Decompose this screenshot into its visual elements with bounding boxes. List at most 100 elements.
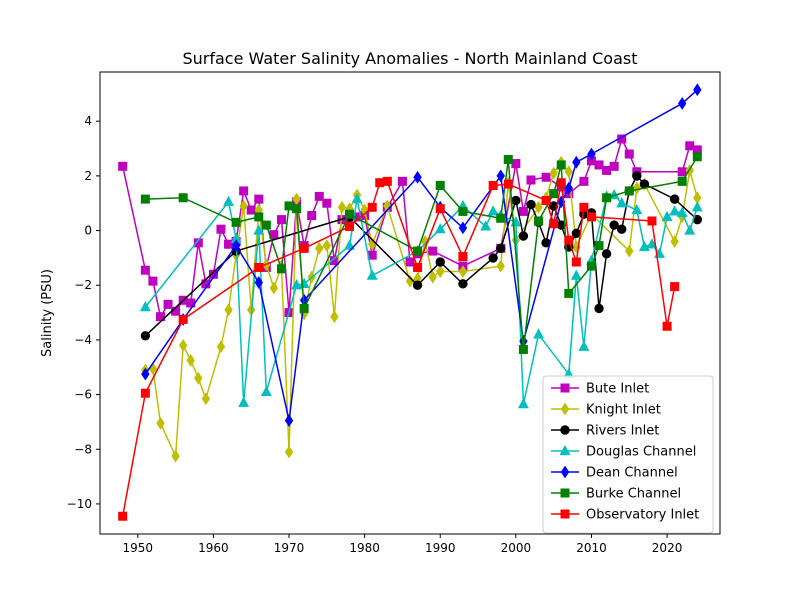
series-observatory-inlet	[118, 176, 680, 521]
data-point	[246, 205, 256, 215]
x-tick-label: 2020	[652, 541, 683, 555]
legend-entry-dean-channel: Dean Channel	[551, 466, 678, 481]
x-tick-label: 1960	[198, 541, 229, 555]
data-point	[139, 301, 151, 312]
chart-title: Surface Water Salinity Anomalies - North…	[182, 49, 637, 68]
data-point	[458, 252, 468, 262]
data-point	[435, 257, 445, 267]
data-point	[556, 178, 566, 188]
data-point	[366, 269, 378, 280]
data-point	[549, 166, 558, 180]
data-point	[330, 310, 339, 324]
data-point	[617, 224, 627, 234]
legend-label: Knight Inlet	[586, 403, 661, 418]
y-tick-label: −8	[74, 442, 92, 456]
data-point	[299, 303, 309, 313]
y-tick-label: 2	[84, 169, 92, 183]
data-point	[238, 396, 250, 407]
legend-label: Observatory Inlet	[586, 508, 699, 523]
x-tick-label: 1980	[349, 541, 380, 555]
data-point	[201, 392, 211, 406]
legend-swatch-marker	[560, 465, 570, 479]
data-point	[239, 199, 248, 213]
data-point	[631, 203, 643, 215]
data-point	[677, 167, 687, 177]
y-tick-label: 0	[84, 224, 92, 238]
data-point	[224, 303, 233, 317]
data-point	[178, 338, 188, 352]
data-point	[186, 353, 195, 367]
data-point	[141, 367, 150, 381]
data-point	[556, 160, 566, 170]
data-point	[269, 281, 279, 295]
data-point	[541, 195, 551, 205]
data-point	[624, 186, 634, 196]
data-point	[337, 200, 347, 214]
data-point	[413, 170, 422, 184]
data-point	[693, 83, 702, 97]
data-point	[518, 344, 528, 354]
data-point	[496, 243, 506, 254]
data-point	[260, 385, 272, 396]
data-point	[549, 219, 559, 229]
data-point	[488, 253, 498, 263]
legend-label: Burke Channel	[586, 487, 681, 502]
data-point	[586, 261, 596, 271]
data-point	[586, 212, 596, 222]
data-point	[571, 257, 581, 267]
data-point	[594, 241, 604, 251]
data-point	[284, 445, 294, 459]
data-point	[140, 331, 151, 341]
axes-frame	[99, 71, 721, 535]
data-point	[458, 221, 468, 235]
data-point	[670, 235, 679, 248]
data-point	[601, 249, 612, 259]
data-point	[284, 414, 294, 427]
data-point	[261, 220, 271, 230]
data-point	[572, 155, 581, 169]
y-tick-label: −6	[74, 388, 92, 402]
y-tick-label: −4	[74, 333, 92, 347]
legend-entry-observatory-inlet: Observatory Inlet	[551, 508, 699, 523]
data-point	[602, 193, 612, 203]
data-point	[496, 213, 506, 223]
data-point	[148, 276, 158, 286]
data-point	[632, 181, 642, 195]
data-point	[224, 239, 234, 249]
data-point	[511, 195, 521, 206]
data-point	[435, 204, 445, 214]
legend-entry-knight-inlet: Knight Inlet	[551, 403, 661, 418]
data-point	[662, 321, 672, 331]
data-point	[616, 197, 628, 208]
data-point	[609, 161, 619, 171]
x-tick-label: 2010	[576, 541, 607, 555]
data-point	[646, 238, 658, 249]
data-point	[375, 178, 385, 188]
data-point	[163, 299, 173, 309]
data-point	[526, 199, 536, 210]
data-point	[382, 176, 392, 186]
data-point	[314, 191, 324, 201]
data-point	[253, 224, 265, 235]
data-point	[223, 195, 234, 206]
data-point	[638, 240, 650, 252]
data-point	[397, 176, 407, 186]
data-point	[534, 216, 544, 226]
data-point	[579, 202, 589, 212]
legend-frame	[542, 375, 714, 534]
data-point	[517, 398, 529, 409]
data-point	[496, 169, 505, 183]
data-point	[322, 239, 332, 253]
legend-swatch-marker	[560, 425, 570, 435]
data-point	[548, 201, 559, 211]
data-point	[254, 276, 263, 289]
data-point	[503, 154, 513, 164]
data-point	[518, 206, 528, 216]
data-point	[239, 186, 249, 196]
data-point	[541, 172, 551, 182]
data-point	[315, 241, 324, 255]
data-point	[118, 161, 128, 171]
data-point	[669, 194, 680, 204]
data-point	[647, 216, 657, 226]
